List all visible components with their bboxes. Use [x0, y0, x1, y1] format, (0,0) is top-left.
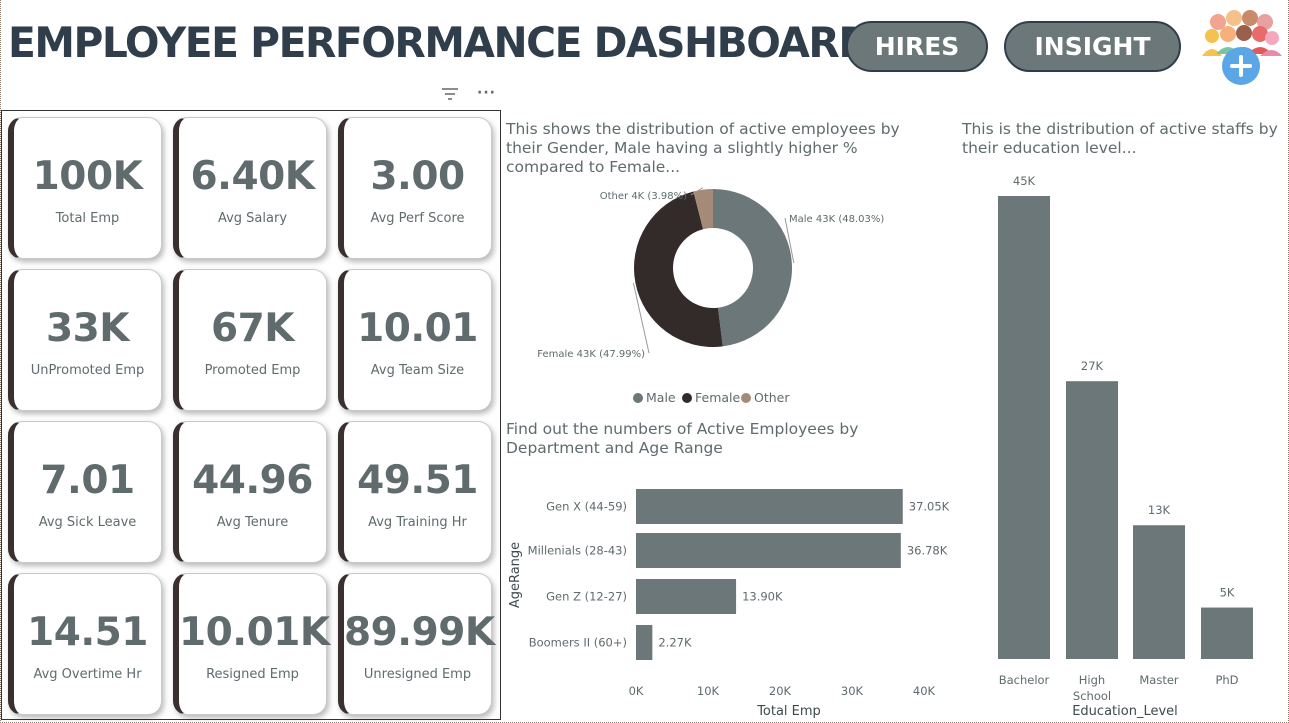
age-bar[interactable] [636, 579, 737, 614]
age-bar[interactable] [636, 489, 903, 524]
donut-data-label: Female 43K (47.99%) [537, 349, 645, 360]
education-category-label: Master [1139, 673, 1179, 687]
kpi-label: Total Emp [55, 211, 120, 226]
age-category-label: Boomers II (60+) [529, 636, 627, 650]
legend-label[interactable]: Female [695, 390, 741, 405]
kpi-label: Avg Team Size [370, 363, 465, 378]
education-value-label: 13K [1148, 503, 1171, 517]
age-value-label: 2.27K [658, 636, 692, 650]
kpi-label: Unresigned Emp [363, 667, 472, 682]
leader-line [784, 217, 795, 264]
age-value-label: 37.05K [909, 500, 950, 514]
donut-slice-male[interactable] [713, 189, 792, 347]
filter-icon[interactable] [441, 86, 459, 102]
leader-line [690, 187, 704, 196]
legend-label[interactable]: Other [754, 390, 790, 405]
x-tick-label: 20K [769, 684, 792, 698]
gender-donut-chart: Male 43K (48.03%) Female 43K (47.99%) Othe… [537, 187, 884, 405]
kpi-value: 6.40K [190, 154, 315, 199]
age-bar-chart: Gen X (44-59) 37.05K Millenials (28-43) 36.… [508, 489, 950, 719]
education-category-label: Bachelor [999, 673, 1050, 687]
education-category-label: School [1073, 689, 1111, 703]
employees-logo-icon [1202, 10, 1282, 85]
kpi-label: Avg Salary [217, 211, 288, 226]
kpi-value: 10.01 [357, 306, 478, 351]
age-value-label: 13.90K [742, 590, 783, 604]
age-chart-title: Find out the numbers of Active Employees… [506, 420, 859, 457]
education-bar[interactable] [1133, 525, 1185, 659]
kpi-value: 100K [32, 154, 143, 199]
gender-chart-title: This shows the distribution of active em… [506, 120, 900, 176]
x-tick-label: 10K [697, 684, 720, 698]
kpi-label: Avg Tenure [216, 515, 289, 530]
age-category-label: Gen X (44-59) [546, 500, 627, 514]
education-value-label: 5K [1220, 586, 1235, 600]
kpi-value: 89.99K [344, 610, 495, 655]
kpi-card: 49.51 Avg Training Hr [338, 421, 492, 563]
x-axis-title: Education_Level [1072, 704, 1178, 719]
x-tick-label: 40K [913, 684, 936, 698]
more-options-icon[interactable]: ··· [477, 85, 496, 101]
kpi-value: 49.51 [357, 458, 478, 503]
donut-slice-other[interactable] [693, 189, 713, 230]
kpi-value: 44.96 [192, 458, 313, 503]
kpi-label: Avg Perf Score [370, 211, 465, 226]
kpi-card: 7.01 Avg Sick Leave [8, 421, 162, 563]
kpi-label: Avg Overtime Hr [33, 667, 142, 682]
kpi-value: 14.51 [27, 610, 148, 655]
visual-toolbar: ··· [441, 86, 496, 102]
kpi-value: 33K [46, 306, 130, 351]
education-bar-chart: 45K Bachelor 27K High School 13K Master 5K PhD Ed… [998, 174, 1253, 719]
leader-line [632, 282, 650, 354]
kpi-label: Promoted Emp [204, 363, 301, 378]
education-bar[interactable] [1201, 607, 1253, 659]
age-bar[interactable] [636, 625, 653, 660]
kpi-value: 67K [211, 306, 295, 351]
kpi-card: 89.99K Unresigned Emp [338, 573, 495, 715]
kpi-card: 33K UnPromoted Emp [8, 269, 162, 411]
kpi-panel: 100K Total Emp 6.40K Avg Salary 3.00 Avg Perf… [1, 110, 501, 720]
kpi-label: Avg Training Hr [368, 515, 467, 530]
kpi-card: 67K Promoted Emp [173, 269, 327, 411]
education-bar[interactable] [998, 196, 1050, 659]
age-category-label: Millenials (28-43) [528, 544, 627, 558]
kpi-label: Resigned Emp [206, 667, 299, 682]
kpi-card: 14.51 Avg Overtime Hr [8, 573, 162, 715]
kpi-value: 10.01K [179, 610, 330, 655]
legend-marker [633, 393, 643, 403]
kpi-label: UnPromoted Emp [30, 363, 145, 378]
age-category-label: Gen Z (12-27) [546, 590, 627, 604]
education-category-label: PhD [1215, 673, 1238, 687]
kpi-value: 3.00 [370, 154, 465, 199]
education-value-label: 27K [1081, 359, 1104, 373]
education-chart-title: This is the distribution of active staff… [962, 120, 1278, 157]
age-value-label: 36.78K [907, 544, 948, 558]
x-tick-label: 0K [629, 684, 644, 698]
kpi-label: Avg Sick Leave [38, 515, 137, 530]
kpi-card: 10.01K Resigned Emp [173, 573, 330, 715]
legend-label[interactable]: Male [646, 390, 676, 405]
legend-marker [682, 393, 692, 403]
kpi-card: 6.40K Avg Salary [173, 117, 327, 259]
donut-data-label: Male 43K (48.03%) [789, 214, 884, 225]
kpi-card: 100K Total Emp [8, 117, 162, 259]
legend-marker [741, 393, 751, 403]
donut-slice-female[interactable] [634, 191, 723, 347]
page-title: EMPLOYEE PERFORMANCE DASHBOARD [8, 18, 872, 67]
education-bar[interactable] [1066, 381, 1118, 659]
kpi-card: 44.96 Avg Tenure [173, 421, 327, 563]
kpi-card: 3.00 Avg Perf Score [338, 117, 492, 259]
kpi-value: 7.01 [40, 458, 135, 503]
x-axis-title: Total Emp [756, 704, 821, 719]
education-category-label: High [1079, 673, 1105, 687]
hires-button[interactable]: HIRES [846, 21, 988, 72]
donut-data-label: Other 4K (3.98%) [600, 191, 687, 202]
kpi-card: 10.01 Avg Team Size [338, 269, 492, 411]
insight-button[interactable]: INSIGHT [1004, 21, 1181, 72]
x-tick-label: 30K [841, 684, 864, 698]
age-bar[interactable] [636, 533, 901, 568]
y-axis-title: AgeRange [508, 542, 523, 608]
education-value-label: 45K [1013, 174, 1036, 188]
